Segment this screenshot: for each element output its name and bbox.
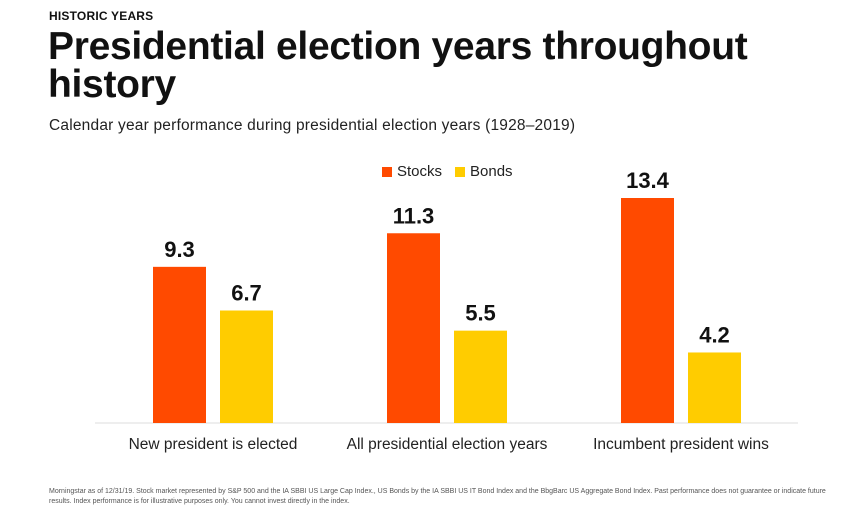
data-label-bonds-3: 4.2 [699, 322, 730, 347]
bar-stocks-2 [387, 233, 440, 423]
category-label-3: Incumbent president wins [593, 436, 769, 453]
legend-swatch-stocks [382, 167, 392, 177]
bar-bonds-3 [688, 352, 741, 423]
data-label-bonds-1: 6.7 [231, 281, 262, 306]
bar-stocks-1 [153, 266, 206, 423]
data-label-stocks-1: 9.3 [164, 237, 195, 262]
legend-label-stocks: Stocks [397, 163, 442, 180]
bar-stocks-3 [621, 198, 674, 423]
bar-bonds-1 [220, 310, 273, 423]
eyebrow-label: HISTORIC YEARS [49, 9, 154, 23]
page-title: Presidential election years throughout h… [48, 25, 748, 106]
bar-bonds-2 [454, 330, 507, 423]
data-label-bonds-2: 5.5 [465, 301, 496, 326]
footnote: Morningstar as of 12/31/19. Stock market… [49, 488, 826, 505]
legend-label-bonds: Bonds [470, 163, 513, 180]
category-label-1: New president is elected [129, 436, 298, 453]
page-subtitle: Calendar year performance during preside… [49, 117, 576, 134]
data-label-stocks-3: 13.4 [626, 168, 670, 193]
category-label-2: All presidential election years [347, 436, 548, 453]
data-label-stocks-2: 11.3 [393, 203, 435, 228]
legend-swatch-bonds [455, 167, 465, 177]
bar-chart: 9.3 6.7 New president is elected 11.3 5.5 All… [95, 163, 798, 453]
